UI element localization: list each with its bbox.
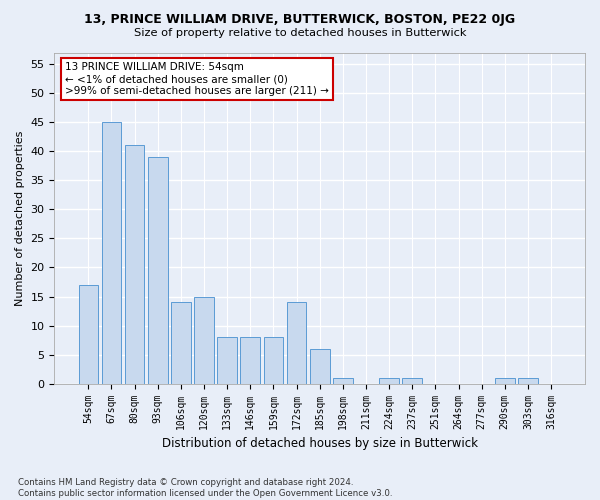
Bar: [125, 146, 145, 384]
Bar: [101, 122, 121, 384]
Text: 13, PRINCE WILLIAM DRIVE, BUTTERWICK, BOSTON, PE22 0JG: 13, PRINCE WILLIAM DRIVE, BUTTERWICK, BO…: [85, 12, 515, 26]
Bar: [287, 302, 307, 384]
Bar: [79, 285, 98, 384]
Bar: [379, 378, 399, 384]
Bar: [217, 337, 237, 384]
Y-axis label: Number of detached properties: Number of detached properties: [15, 130, 25, 306]
Bar: [171, 302, 191, 384]
Bar: [263, 337, 283, 384]
Bar: [518, 378, 538, 384]
Bar: [194, 296, 214, 384]
Text: 13 PRINCE WILLIAM DRIVE: 54sqm
← <1% of detached houses are smaller (0)
>99% of : 13 PRINCE WILLIAM DRIVE: 54sqm ← <1% of …: [65, 62, 329, 96]
Text: Size of property relative to detached houses in Butterwick: Size of property relative to detached ho…: [134, 28, 466, 38]
Bar: [148, 157, 167, 384]
X-axis label: Distribution of detached houses by size in Butterwick: Distribution of detached houses by size …: [162, 437, 478, 450]
Bar: [495, 378, 515, 384]
Bar: [310, 349, 329, 384]
Text: Contains HM Land Registry data © Crown copyright and database right 2024.
Contai: Contains HM Land Registry data © Crown c…: [18, 478, 392, 498]
Bar: [241, 337, 260, 384]
Bar: [403, 378, 422, 384]
Bar: [333, 378, 353, 384]
